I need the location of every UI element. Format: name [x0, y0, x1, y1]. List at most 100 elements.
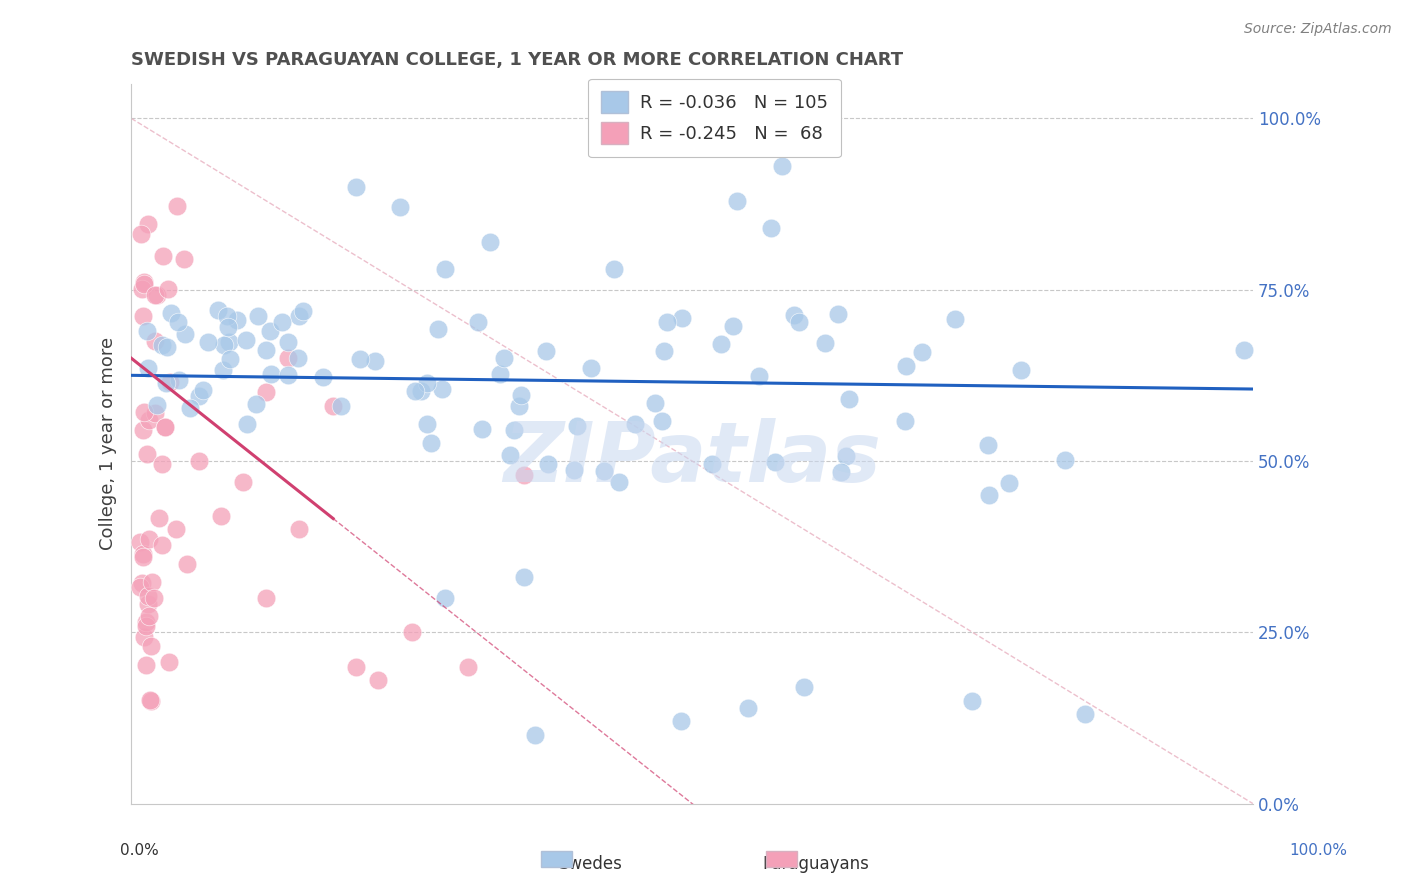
Point — [176, 557, 198, 571]
Point — [148, 510, 170, 524]
Text: ZIPatlas: ZIPatlas — [503, 417, 882, 499]
Text: 100.0%: 100.0% — [1289, 843, 1347, 858]
Point — [962, 694, 984, 708]
Point — [415, 376, 437, 390]
Point — [260, 368, 283, 382]
Point — [139, 694, 162, 708]
Point — [174, 327, 197, 342]
Point — [344, 180, 367, 194]
Point — [136, 217, 159, 231]
Point — [467, 315, 489, 329]
Point — [136, 360, 159, 375]
Point — [146, 287, 169, 301]
Y-axis label: College, 1 year or more: College, 1 year or more — [100, 337, 117, 550]
Point — [979, 488, 1001, 502]
Point — [167, 315, 190, 329]
Point — [624, 417, 647, 431]
Point — [759, 221, 782, 235]
Point — [277, 368, 299, 382]
Point — [567, 419, 589, 434]
Point — [943, 312, 966, 326]
Point — [457, 659, 479, 673]
Point — [135, 619, 157, 633]
Point — [277, 351, 299, 366]
Point — [138, 532, 160, 546]
Point — [329, 399, 352, 413]
Point — [364, 354, 387, 368]
Point — [1073, 707, 1095, 722]
Point — [226, 313, 249, 327]
Point — [709, 337, 731, 351]
Point — [894, 359, 917, 373]
Point — [132, 310, 155, 324]
Point — [128, 580, 150, 594]
Point — [367, 673, 389, 688]
Point — [409, 384, 432, 399]
Point — [427, 322, 450, 336]
Point — [143, 334, 166, 348]
Point — [671, 310, 693, 325]
Point — [607, 475, 630, 489]
Legend: R = -0.036   N = 105, R = -0.245   N =  68: R = -0.036 N = 105, R = -0.245 N = 68 — [588, 78, 841, 157]
Text: 0.0%: 0.0% — [120, 843, 159, 858]
Point — [513, 570, 536, 584]
Point — [1233, 343, 1256, 357]
Point — [479, 235, 502, 249]
Point — [271, 315, 294, 329]
Point — [136, 598, 159, 612]
Point — [770, 104, 793, 119]
Point — [434, 591, 457, 605]
Point — [977, 438, 1000, 452]
Point — [156, 340, 179, 354]
Point — [179, 401, 201, 415]
Point — [146, 398, 169, 412]
Point — [235, 417, 257, 432]
Point — [209, 508, 232, 523]
Point — [131, 227, 153, 241]
Text: Paraguayans: Paraguayans — [762, 855, 869, 872]
Text: Swedes: Swedes — [558, 855, 623, 872]
Point — [131, 575, 153, 590]
Point — [562, 463, 585, 477]
Point — [513, 467, 536, 482]
Point — [415, 417, 437, 431]
Point — [998, 475, 1021, 490]
Point — [142, 591, 165, 605]
Point — [344, 659, 367, 673]
Point — [135, 447, 157, 461]
Point — [141, 574, 163, 589]
Point — [167, 373, 190, 387]
Point — [259, 324, 281, 338]
Point — [135, 658, 157, 673]
Point — [838, 392, 860, 406]
Point — [499, 448, 522, 462]
Point — [787, 315, 810, 329]
Point — [212, 338, 235, 352]
Point — [652, 343, 675, 358]
Point — [814, 335, 837, 350]
Point — [288, 309, 311, 323]
Point — [725, 194, 748, 208]
Point — [537, 458, 560, 472]
Point — [218, 334, 240, 349]
Point — [132, 547, 155, 561]
Point — [217, 309, 239, 323]
Point — [432, 383, 454, 397]
Point — [592, 464, 614, 478]
Point — [235, 333, 257, 347]
Point — [254, 385, 277, 400]
Point — [160, 306, 183, 320]
Point — [287, 351, 309, 365]
Point — [404, 384, 426, 398]
Point — [193, 384, 215, 398]
Point — [135, 324, 157, 338]
Point — [534, 343, 557, 358]
Point — [721, 318, 744, 333]
Point — [157, 656, 180, 670]
Point — [1010, 363, 1032, 377]
Point — [748, 369, 770, 384]
Point — [132, 549, 155, 564]
Point — [143, 288, 166, 302]
Point — [581, 361, 603, 376]
Point — [131, 282, 153, 296]
